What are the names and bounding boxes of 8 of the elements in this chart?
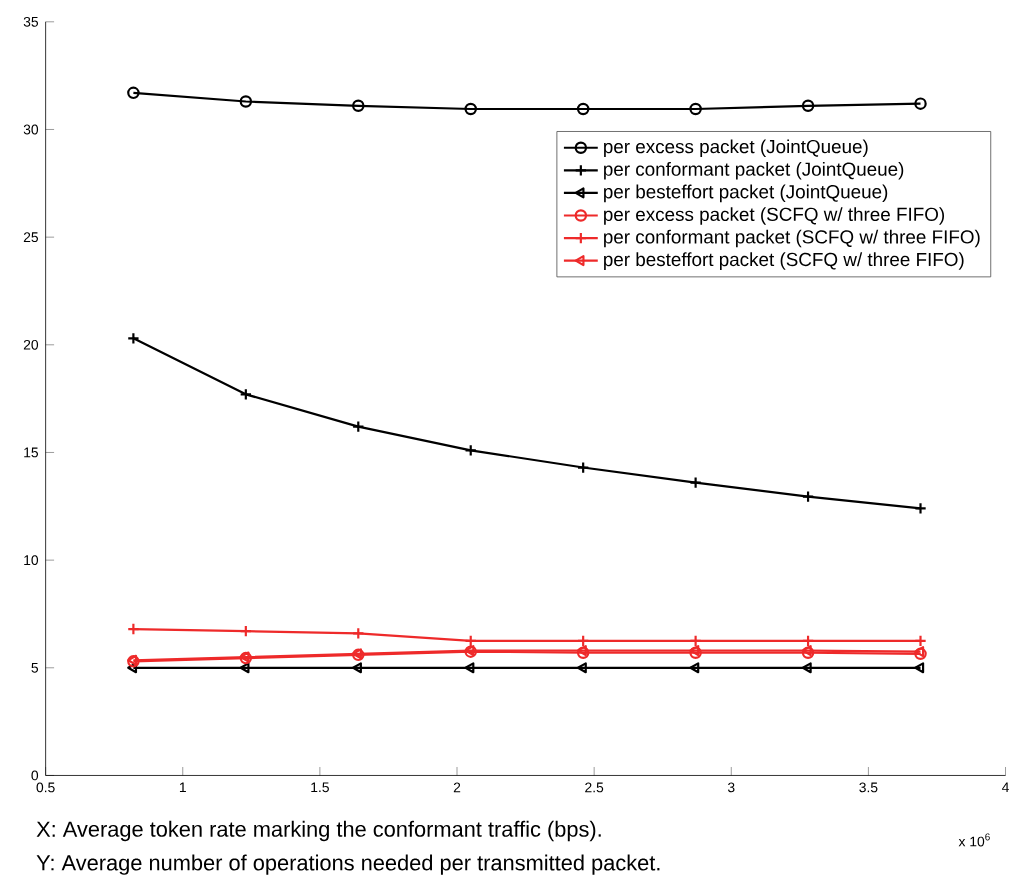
legend-label: per conformant packet (SCFQ w/ three FIFO): [604, 229, 980, 248]
text: Y: Average number of operations needed per transmitted packet.: [36, 854, 660, 875]
legend-label: per besteffort packet (SCFQ w/ three FIFO): [604, 252, 964, 270]
legend-label: per excess packet (JointQueue): [604, 139, 868, 157]
legend-label: per excess packet (SCFQ w/ three FIFO): [604, 206, 945, 225]
legend-label: per conformant packet (JointQueue): [604, 161, 904, 180]
text: X: Average token rate marking the conformant traffic (bps).: [36, 820, 601, 841]
legend-label: per besteffort packet (JointQueue): [604, 184, 888, 202]
